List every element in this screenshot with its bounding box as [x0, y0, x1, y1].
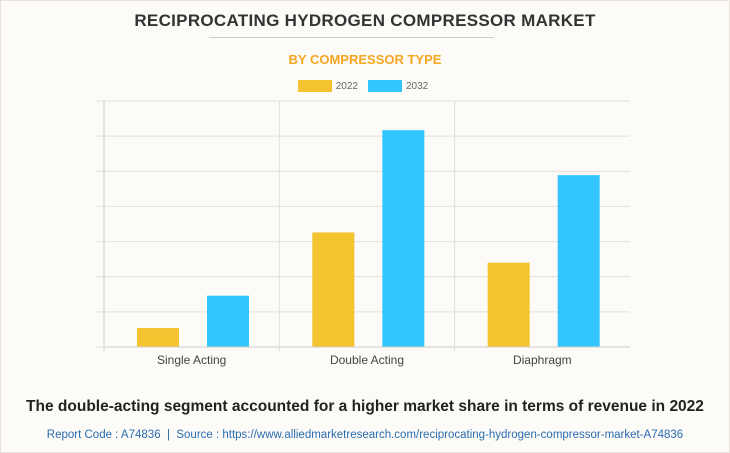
x-tick-label: Double Acting [330, 353, 404, 367]
x-tick-label: Single Acting [157, 353, 226, 367]
bar-2022-diaphragm [487, 262, 530, 347]
bar-2022-double-acting [312, 232, 355, 347]
legend-label-2032: 2032 [406, 80, 429, 92]
chart-title: RECIPROCATING HYDROGEN COMPRESSOR MARKET [134, 11, 596, 30]
legend-label-2022: 2022 [335, 80, 358, 92]
title-divider [209, 37, 494, 38]
source-line[interactable]: Report Code : A74836 | Source : https://… [46, 429, 684, 441]
bar-2032-single-acting [207, 295, 249, 347]
legend: 2022 2032 [0, 80, 730, 92]
chart-subtitle: BY COMPRESSOR TYPE [288, 52, 442, 67]
legend-item-2022[interactable]: 2022 [297, 80, 358, 92]
bar-2032-double-acting [382, 130, 425, 347]
chart-headline: The double-acting segment accounted for … [26, 398, 704, 415]
bar-2022-single-acting [137, 328, 179, 347]
legend-swatch-2022 [297, 80, 332, 92]
legend-swatch-2032 [368, 80, 402, 92]
bar-2032-diaphragm [557, 175, 600, 347]
legend-item-2032[interactable]: 2032 [368, 80, 428, 92]
x-tick-label: Diaphragm [513, 353, 572, 367]
